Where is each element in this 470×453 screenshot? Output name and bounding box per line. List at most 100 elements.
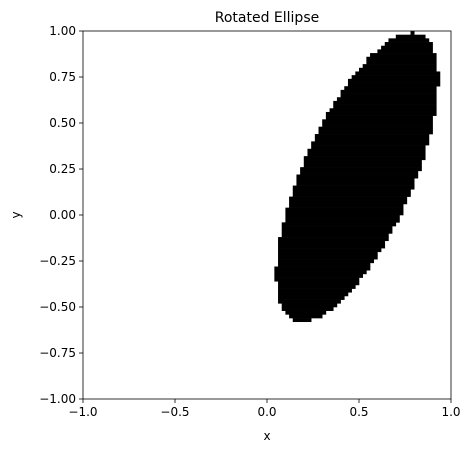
ellipse-pixel-run: [292, 192, 411, 197]
ellipse-pixel-run: [370, 53, 437, 58]
ellipse-pixel-run: [292, 189, 411, 194]
ellipse-pixel-run: [281, 226, 393, 231]
ellipse-pixel-run: [344, 86, 437, 91]
y-tick-label: −0.50: [39, 300, 76, 314]
ellipse-pixel-run: [366, 56, 437, 61]
ellipse-pixel-run: [340, 93, 437, 98]
ellipse-pixel-run: [278, 255, 378, 260]
ellipse-pixel-run: [322, 123, 433, 127]
ellipse-pixel-run: [351, 75, 441, 80]
y-tick-label: −1.00: [39, 392, 76, 406]
ellipse-pixel-run: [296, 178, 415, 183]
ellipse-pixel-run: [296, 181, 415, 186]
ellipse-pixel-run: [278, 295, 345, 300]
ellipse-pixel-run: [347, 78, 441, 83]
ellipse-pixel-run: [289, 203, 404, 208]
ellipse-pixel-run: [285, 211, 404, 216]
x-tick-label: 1.0: [441, 405, 460, 419]
ellipse-pixel-run: [285, 207, 404, 212]
ellipse-pixel-run: [281, 229, 393, 234]
ellipse-pixel-run: [278, 292, 349, 297]
ellipse-pixel-run: [278, 237, 389, 242]
ellipse-pixel-run: [274, 273, 363, 278]
ellipse-pixel-run: [278, 284, 356, 289]
ellipse-pixel-run: [314, 134, 430, 139]
ellipse-pixel-run: [307, 148, 426, 153]
y-axis: −1.00 −0.75 −0.50 −0.25 0.00 0.25 0.50 0.75 1.00: [39, 24, 83, 406]
ellipse-pixel-run: [355, 71, 441, 76]
ellipse-pixel-run: [303, 156, 426, 161]
ellipse-pixel-run: [307, 152, 426, 157]
ellipse-pixel-run: [296, 174, 419, 179]
ellipse-pixel-run: [362, 64, 437, 69]
ellipse-pixel-run: [289, 196, 408, 201]
ellipse-pixel-run: [340, 89, 437, 94]
ellipse-pixel-run: [292, 185, 415, 190]
x-axis-label: x: [263, 429, 270, 443]
x-tick-label: 0.0: [257, 405, 276, 419]
ellipse-pixel-run: [278, 299, 341, 304]
ellipse-pixel-run: [388, 38, 430, 43]
ellipse-pixel-run: [281, 307, 334, 311]
y-tick-label: 0.50: [49, 116, 76, 130]
ellipse-pixel-run: [278, 244, 386, 249]
ellipse-pixel-run: [278, 288, 352, 293]
ellipse-pixel-run: [366, 60, 437, 65]
ellipse-pixel-run: [359, 67, 437, 72]
ellipse-pixel-run: [278, 248, 382, 253]
ellipse-pixel-run: [329, 108, 437, 113]
chart-title: Rotated Ellipse: [215, 10, 319, 26]
ellipse-pixel-run: [278, 251, 378, 256]
ellipse-pixel-run: [333, 104, 437, 109]
ellipse-pixel-run: [303, 163, 422, 168]
ellipse-pixel-run: [289, 314, 323, 319]
ellipse-pixel-run: [289, 200, 408, 205]
ellipse-pixel-run: [300, 170, 419, 175]
ellipse-pixel-run: [311, 145, 426, 150]
x-tick-label: 0.5: [349, 405, 368, 419]
x-axis: −1.0 −0.5 0.0 0.5 1.0: [68, 399, 461, 419]
ellipse-pixel-run: [278, 240, 386, 245]
ellipse-pixel-run: [285, 218, 400, 223]
ellipse-pixel-run: [336, 97, 437, 102]
ellipse-pixel-run: [410, 31, 415, 35]
ellipse-pixel-run: [381, 45, 433, 50]
ellipse-pixel-run: [274, 277, 360, 282]
ellipse-pixel-run: [285, 215, 400, 219]
ellipse-pixel-run: [278, 262, 371, 267]
ellipse-pixel-run: [281, 303, 338, 308]
ellipse-pixel-run: [274, 270, 367, 275]
ellipse-pixel-run: [285, 310, 327, 315]
x-tick-label: −1.0: [68, 405, 97, 419]
y-axis-label: y: [9, 211, 23, 218]
y-tick-label: 0.00: [49, 208, 76, 222]
plot-area: [274, 31, 441, 323]
ellipse-pixel-run: [384, 42, 433, 47]
ellipse-pixel-run: [311, 141, 430, 146]
y-tick-label: 0.25: [49, 162, 76, 176]
y-tick-label: −0.25: [39, 254, 76, 268]
ellipse-pixel-run: [377, 49, 433, 54]
y-tick-label: 0.75: [49, 70, 76, 84]
ellipse-pixel-run: [281, 222, 397, 227]
y-tick-label: 1.00: [49, 24, 76, 38]
ellipse-pixel-run: [292, 318, 312, 323]
ellipse-pixel-run: [303, 159, 422, 164]
y-tick-label: −0.75: [39, 346, 76, 360]
ellipse-pixel-run: [333, 100, 437, 105]
ellipse-pixel-run: [347, 82, 441, 87]
ellipse-pixel-run: [318, 130, 433, 135]
ellipse-pixel-run: [278, 259, 375, 264]
ellipse-pixel-run: [314, 137, 430, 142]
ellipse-pixel-run: [274, 266, 371, 271]
x-tick-label: −0.5: [160, 405, 189, 419]
ellipse-pixel-run: [281, 233, 389, 238]
ellipse-pixel-run: [325, 115, 433, 120]
ellipse-pixel-run: [318, 126, 433, 131]
ellipse-pixel-run: [300, 167, 422, 172]
ellipse-pixel-run: [278, 281, 360, 286]
ellipse-pixel-run: [325, 111, 437, 116]
ellipse-pixel-run: [395, 34, 426, 39]
ellipse-pixel-run: [322, 119, 433, 124]
